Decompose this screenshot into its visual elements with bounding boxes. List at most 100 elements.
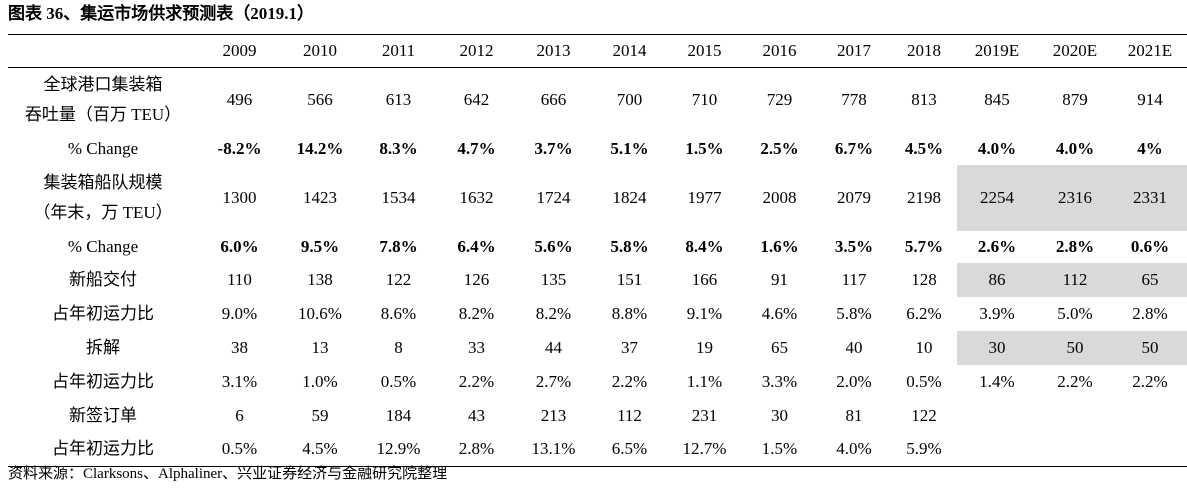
table-cell: 30 — [771, 405, 788, 425]
table-cell: 6 — [235, 405, 244, 425]
header-year: 2012 — [438, 34, 515, 68]
table-cell — [957, 399, 1037, 433]
table-cell: 2.8% — [1132, 303, 1168, 323]
row-label-line: 拆解 — [86, 337, 120, 357]
header-year: 2021E — [1113, 34, 1187, 68]
table-cell: 496 — [226, 90, 253, 110]
table-cell: 778 — [841, 90, 867, 110]
row-label-line: 新签订单 — [69, 405, 137, 425]
table-row: % Change -8.2% 14.2% 8.3% 4.7% 3.7% 5.1% 1.5% 2.… — [8, 133, 1187, 165]
table-cell: 135 — [540, 269, 567, 289]
table-cell — [1037, 432, 1113, 467]
table-row: 占年初运力比 0.5% 4.5% 12.9% 2.8% 13.1% 6.5% 12.7% 1.5… — [8, 432, 1187, 467]
row-label-line: 集装箱船队规模 — [43, 172, 163, 192]
table-row: 拆解 38 13 8 33 44 37 19 65 40 10 30 50 50 — [8, 330, 1187, 365]
table-cell: 700 — [616, 90, 643, 110]
table-cell: 112 — [1037, 262, 1113, 297]
table-row: 占年初运力比 9.0% 10.6% 8.6% 8.2% 8.2% 8.8% 9.1% 4.6% 5… — [8, 297, 1187, 331]
header-year: 2018 — [891, 34, 957, 68]
row-label: 全球港口集装箱 吞吐量（百万 TEU） — [8, 68, 198, 133]
table-cell — [1037, 399, 1113, 433]
table-cell: 6.7% — [834, 138, 874, 158]
header-year: 2015 — [667, 34, 742, 68]
table-cell: 3.1% — [221, 371, 258, 391]
table-cell: 9.5% — [300, 236, 340, 256]
header-row: 2009 2010 2011 2012 2013 2014 2015 2016 2017 2018… — [8, 34, 1187, 68]
table-cell: 14.2% — [296, 138, 344, 158]
table-cell: 12.7% — [667, 432, 742, 467]
table-cell: 4.5% — [904, 138, 944, 158]
table-cell: 4.6% — [761, 303, 798, 323]
table-cell: 166 — [691, 269, 718, 289]
table-cell: 1300 — [222, 187, 257, 207]
table-cell: 40 — [845, 337, 863, 357]
table-cell: 9.1% — [686, 303, 723, 323]
header-year: 2016 — [742, 34, 817, 68]
table-row: % Change 6.0% 9.5% 7.8% 6.4% 5.6% 5.8% 8.4% 1.6%… — [8, 231, 1187, 263]
header-year: 2020E — [1037, 34, 1113, 68]
row-label-line: 新船交付 — [69, 269, 137, 289]
table-cell: 50 — [1037, 330, 1113, 365]
table-cell: 2331 — [1113, 164, 1187, 231]
row-label: 占年初运力比 — [8, 365, 198, 399]
table-cell: 122 — [911, 405, 937, 425]
table-cell: 4.7% — [457, 138, 496, 158]
table-cell: 5.8% — [610, 236, 649, 256]
table-cell: 151 — [616, 269, 643, 289]
table-row: 新签订单 6 59 184 43 213 112 231 30 81 122 — [8, 399, 1187, 433]
table-cell: 2.6% — [977, 236, 1017, 256]
row-label-line: （年末，万 TEU） — [33, 202, 173, 222]
table-cell: 4.5% — [281, 432, 359, 467]
header-year: 2011 — [359, 34, 438, 68]
table-cell: 5.1% — [610, 138, 649, 158]
row-label: % Change — [8, 133, 198, 165]
table-cell: 81 — [845, 405, 863, 425]
table-cell: 2316 — [1037, 164, 1113, 231]
table-cell: 1.1% — [686, 371, 723, 391]
table-cell: 33 — [468, 337, 485, 357]
table-cell: 8 — [394, 337, 403, 357]
table-cell: 65 — [771, 337, 788, 357]
table-row: 新船交付 110 138 122 126 135 151 166 91 117 128 86 112 65 — [8, 262, 1187, 297]
table-cell: 86 — [957, 262, 1037, 297]
row-label: % Change — [8, 231, 198, 263]
row-label: 占年初运力比 — [8, 297, 198, 331]
table-cell: 59 — [311, 405, 329, 425]
table-cell: 1724 — [536, 187, 571, 207]
table-cell: 3.3% — [761, 371, 798, 391]
forecast-table: 2009 2010 2011 2012 2013 2014 2015 2016 2017 2018… — [8, 34, 1187, 467]
row-label-line: % Change — [67, 236, 139, 256]
header-corner — [8, 34, 198, 68]
table-cell: 128 — [911, 269, 937, 289]
table-cell: 9.0% — [221, 303, 258, 323]
table-cell: 5.0% — [1057, 303, 1093, 323]
row-label: 拆解 — [8, 331, 198, 365]
table-cell: 1.5% — [742, 432, 817, 467]
row-label: 集装箱船队规模 （年末，万 TEU） — [8, 165, 198, 231]
table-cell: 0.5% — [906, 371, 942, 391]
table-cell: 2.2% — [1132, 371, 1168, 391]
table-cell: 5.7% — [904, 236, 944, 256]
table-cell: 38 — [231, 337, 248, 357]
table-cell: 2.8% — [438, 432, 515, 467]
table-cell: 2.0% — [836, 371, 872, 391]
table-cell: 5.9% — [891, 432, 957, 467]
table-cell: 1.0% — [302, 371, 338, 391]
table-cell: 566 — [307, 90, 333, 110]
table-cell: 879 — [1062, 90, 1088, 110]
table-cell — [1113, 399, 1187, 433]
table-cell: 10 — [915, 337, 933, 357]
table-cell: 2.2% — [458, 371, 495, 391]
table-cell — [957, 432, 1037, 467]
table-cell: 110 — [227, 269, 252, 289]
table-cell: 13.1% — [515, 432, 592, 467]
header-year: 2019E — [957, 34, 1037, 68]
table-row: 集装箱船队规模 （年末，万 TEU） 1300 1423 1534 1632 1724 182… — [8, 164, 1187, 231]
table-cell: 6.2% — [906, 303, 942, 323]
table-cell — [1113, 432, 1187, 467]
table-cell: 5.6% — [534, 236, 573, 256]
table-cell: 37 — [621, 337, 638, 357]
row-label: 新船交付 — [8, 263, 198, 297]
table-cell: 231 — [691, 405, 718, 425]
header-year: 2017 — [817, 34, 891, 68]
